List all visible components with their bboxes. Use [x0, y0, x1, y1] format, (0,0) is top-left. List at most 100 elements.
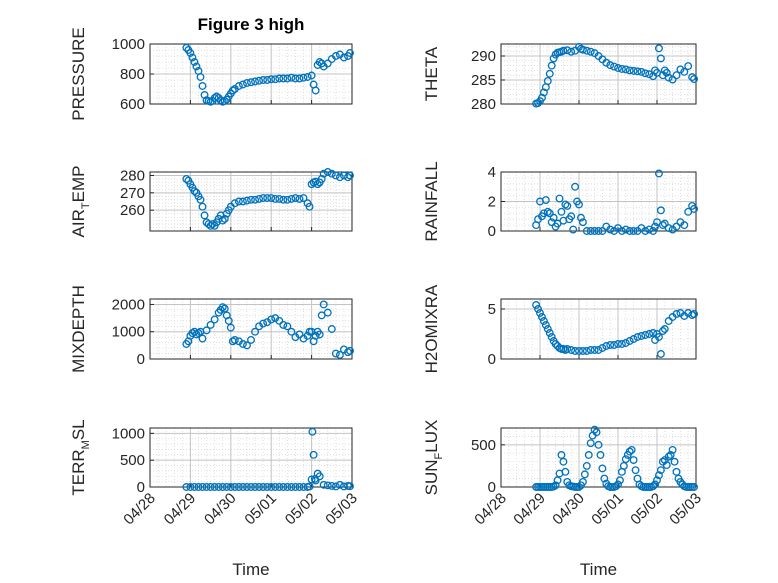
data-point: [563, 201, 572, 210]
data-point: [344, 348, 352, 357]
data-point: [631, 466, 640, 475]
data-point: [545, 69, 554, 78]
y-tick-label: 280: [120, 167, 145, 184]
data-point: [267, 315, 276, 324]
data-point: [633, 333, 642, 341]
data-point: [271, 75, 280, 84]
data-point: [664, 317, 673, 325]
data-point: [584, 451, 593, 459]
data-point: [331, 171, 340, 180]
data-point: [606, 61, 615, 70]
data-point: [541, 196, 550, 204]
axes-box: [500, 298, 697, 360]
data-point: [641, 69, 650, 78]
data-point: [279, 320, 288, 329]
data-point: [208, 220, 217, 229]
data-point: [606, 225, 615, 234]
data-point: [649, 482, 658, 491]
data-point: [545, 209, 554, 218]
data-point: [539, 317, 548, 325]
data-point: [299, 194, 308, 202]
data-point: [327, 169, 336, 178]
data-point: [602, 58, 611, 67]
data-point: [182, 174, 191, 183]
data-point: [243, 79, 251, 87]
data-point: [549, 54, 558, 63]
data-point: [283, 195, 292, 204]
data-point: [660, 325, 669, 333]
data-point: [311, 86, 320, 95]
data-point: [202, 326, 211, 335]
data-point: [271, 194, 280, 203]
data-point: [598, 344, 607, 352]
data-point: [582, 227, 591, 235]
data-point: [580, 470, 589, 479]
data-point: [617, 340, 626, 348]
y-tick-label: 0: [488, 479, 496, 496]
data-point: [658, 327, 667, 335]
data-point: [625, 337, 634, 345]
data-point: [196, 73, 205, 81]
data-point: [598, 227, 607, 235]
data-point: [346, 346, 354, 355]
data-point: [676, 65, 685, 74]
data-point: [666, 451, 675, 459]
data-point: [267, 194, 276, 202]
data-point: [335, 173, 344, 182]
data-point: [578, 347, 587, 355]
data-point: [323, 168, 332, 176]
y-tick-label: 0: [488, 351, 496, 368]
data-point: [335, 480, 344, 489]
data-point: [625, 227, 634, 235]
data-point: [206, 320, 215, 329]
y-axis-label: PRESSURE: [69, 27, 88, 121]
data-point: [602, 342, 611, 350]
data-point: [198, 82, 207, 90]
data-point: [594, 440, 603, 449]
data-point: [555, 194, 564, 203]
panel-rainfall: 0 2 4 RAINFALL: [422, 161, 698, 242]
x-axis-label: Time: [580, 560, 617, 579]
data-point: [319, 300, 328, 309]
data-point: [538, 313, 546, 321]
data-point: [251, 327, 259, 336]
data-point: [578, 477, 587, 486]
data-point: [327, 481, 336, 490]
data-point: [672, 310, 681, 318]
data-point: [567, 47, 576, 56]
data-point: [662, 461, 671, 470]
data-point: [690, 483, 698, 491]
data-point: [664, 73, 673, 82]
data-point: [344, 173, 352, 182]
data-point: [545, 329, 554, 337]
data-point: [323, 59, 332, 68]
axes-box: [149, 427, 353, 488]
data-point: [668, 445, 677, 454]
data-point: [575, 347, 583, 355]
data-point: [586, 439, 595, 448]
data-point: [190, 483, 199, 491]
axes-box: [149, 298, 353, 360]
data-point: [543, 77, 552, 85]
data-point: [263, 194, 272, 202]
data-point: [653, 476, 661, 485]
data-point: [224, 316, 233, 325]
data-point: [536, 309, 544, 317]
data-point: [220, 97, 229, 105]
figure-title: Figure 3 high: [198, 15, 305, 34]
data-point: [629, 227, 638, 235]
data-point: [651, 66, 659, 75]
data-point: [569, 225, 578, 234]
data-point: [606, 341, 615, 349]
data-point: [598, 464, 607, 473]
data-point: [313, 180, 322, 189]
plot-area: [150, 299, 352, 359]
y-tick-label: 270: [120, 185, 145, 202]
data-point: [561, 200, 570, 209]
data-point: [629, 66, 638, 75]
data-point: [283, 322, 292, 331]
series-theta: [532, 42, 698, 108]
data-point: [539, 88, 548, 97]
data-point: [238, 197, 247, 206]
y-tick-label: 0: [137, 479, 145, 496]
